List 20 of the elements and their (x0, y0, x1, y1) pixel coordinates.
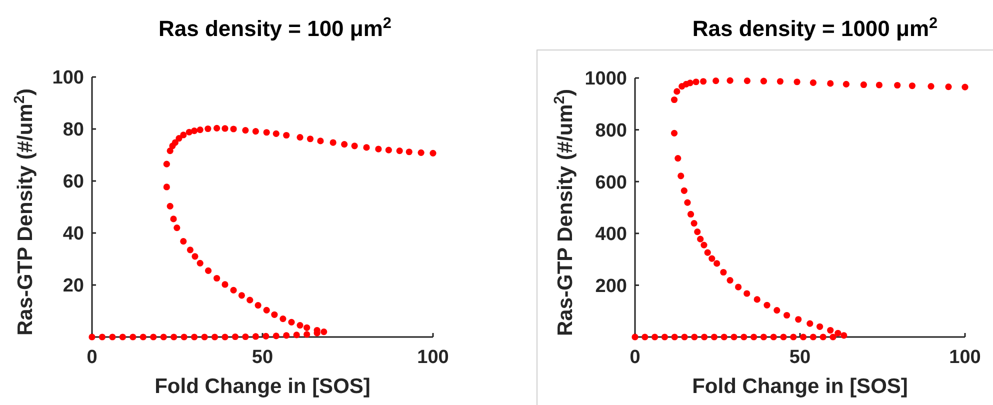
x-tick-label: 100 (949, 347, 981, 368)
y-tick-label: 60 (62, 172, 84, 193)
x-tick-label: 100 (417, 347, 449, 368)
x-axis-title: Fold Change in [SOS] (154, 375, 370, 398)
y-tick-label: 40 (62, 224, 84, 245)
y-tick-label: 1000 (584, 68, 627, 90)
chart-title: Ras density = 100 μm$^{2}$ (158, 14, 392, 41)
y-tick-label: 100 (52, 68, 84, 89)
x-tick-label: 50 (789, 347, 811, 368)
x-tick-label: 0 (86, 347, 98, 368)
y-tick-label: 400 (595, 224, 627, 246)
y-tick-label: 20 (62, 276, 84, 297)
x-tick-label: 50 (252, 347, 274, 368)
y-tick-label: 80 (62, 120, 84, 141)
x-tick-label: 0 (630, 347, 640, 368)
y-tick-label: 600 (595, 172, 627, 194)
y-tick-label: 200 (595, 276, 627, 297)
chart-title: Ras density = 1000 μm$^{2}$ (692, 14, 938, 41)
y-tick-label: 800 (595, 120, 627, 142)
x-axis-title: Fold Change in [SOS] (692, 375, 908, 398)
